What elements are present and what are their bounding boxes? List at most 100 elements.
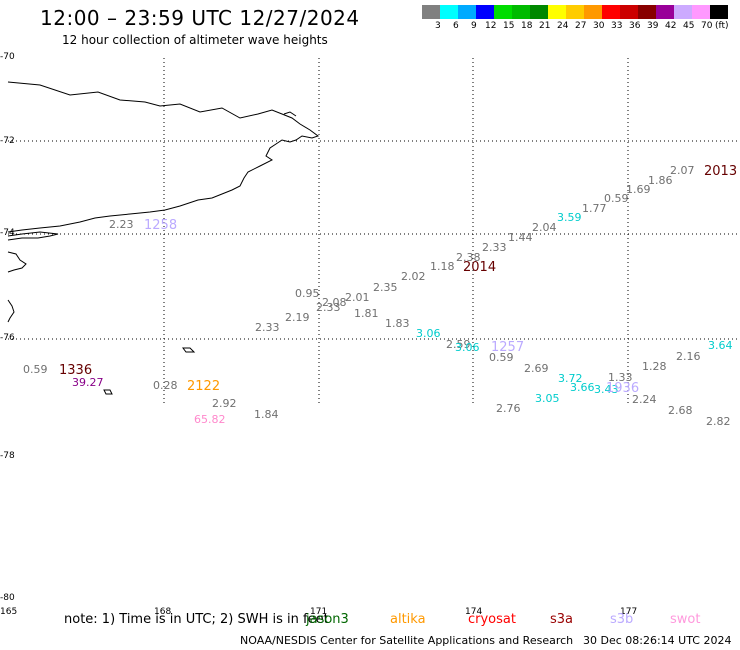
- lon-label: 177: [620, 607, 638, 617]
- lon-label: 165: [0, 607, 18, 617]
- data-label: 3.59: [557, 211, 582, 224]
- legend-swatch: [458, 5, 476, 19]
- coast-segment: [7, 231, 59, 241]
- legend-swatch: [692, 5, 710, 19]
- lat-label: -78: [0, 451, 15, 461]
- lat-label: -72: [0, 136, 15, 146]
- data-label: 1.84: [254, 408, 279, 421]
- data-label: 3.43: [594, 383, 619, 396]
- data-label: 1.44: [508, 231, 533, 244]
- data-label: 2.33: [316, 301, 341, 314]
- data-label: 1336: [59, 363, 92, 378]
- color-legend: [422, 5, 728, 19]
- data-label: 65.82: [194, 413, 226, 426]
- legend-tick: 33: [611, 21, 623, 31]
- legend-tick: (ft): [715, 21, 729, 31]
- legend-swatch: [566, 5, 584, 19]
- data-label: 2.16: [676, 350, 701, 363]
- lat-label: -76: [0, 333, 15, 343]
- satellite-legend-s3a: s3a: [550, 612, 574, 627]
- lon-label: 168: [154, 607, 172, 617]
- legend-swatch: [494, 5, 512, 19]
- graticule: [8, 58, 740, 405]
- coast-segment: [283, 111, 297, 117]
- data-label: 2.69: [524, 362, 549, 375]
- data-label: 0.59: [23, 363, 48, 376]
- data-label: 2.23: [109, 218, 134, 231]
- data-label: 1258: [144, 218, 177, 233]
- data-label: 2.92: [212, 397, 237, 410]
- satellite-legend-s3b: s3b: [610, 612, 634, 627]
- data-label: 2.08: [322, 296, 347, 309]
- footer-note: note: 1) Time is in UTC; 2) SWH is in fe…: [64, 612, 329, 627]
- data-label: 3.06: [455, 341, 480, 354]
- data-label: 2.04: [532, 221, 557, 234]
- satellite-legend-jason3: jason3: [306, 612, 349, 627]
- legend-tick: 39: [647, 21, 659, 31]
- lat-label: -70: [0, 52, 15, 62]
- data-label: 2013: [704, 164, 737, 179]
- legend-swatch: [710, 5, 728, 19]
- data-label: 1936: [606, 381, 639, 396]
- legend-swatch: [656, 5, 674, 19]
- legend-tick: 42: [665, 21, 677, 31]
- data-label: 2.38: [456, 251, 481, 264]
- data-label: 3.06: [416, 327, 441, 340]
- data-label: 1.18: [430, 260, 455, 273]
- data-label: 0.95: [295, 287, 320, 300]
- lat-label: -80: [0, 593, 15, 603]
- data-label: 2.76: [496, 402, 521, 415]
- satellite-legend-swot: swot: [670, 612, 701, 627]
- satellite-legend-altika: altika: [390, 612, 426, 627]
- legend-swatch: [548, 5, 566, 19]
- data-label: 2.33: [255, 321, 280, 334]
- data-label: 2.68: [668, 404, 693, 417]
- data-label: 0.59: [489, 351, 514, 364]
- data-label: 2.02: [401, 270, 426, 283]
- data-label: 2.35: [373, 281, 398, 294]
- map-subtitle: 12 hour collection of altimeter wave hei…: [62, 33, 328, 47]
- data-label: 1.83: [385, 317, 410, 330]
- legend-tick: 18: [521, 21, 533, 31]
- data-label: 2.82: [706, 415, 731, 428]
- data-label: 3.66: [570, 381, 595, 394]
- legend-tick: 45: [683, 21, 695, 31]
- data-label: 1.28: [642, 360, 667, 373]
- coast-segment: [7, 299, 15, 323]
- legend-tick: 30: [593, 21, 605, 31]
- legend-swatch: [530, 5, 548, 19]
- legend-swatch: [512, 5, 530, 19]
- data-label: 1.33: [608, 371, 633, 384]
- legend-tick: 70: [701, 21, 713, 31]
- legend-swatch: [602, 5, 620, 19]
- data-label: 1.77: [582, 202, 607, 215]
- data-label: 1.69: [626, 183, 651, 196]
- data-label: 2122: [187, 379, 220, 394]
- data-labels: 2013 2.07 1.86 1.69 0.59 1.77 3.59 2.04 …: [23, 164, 737, 428]
- generated-timestamp: 30 Dec 08:26:14 UTC 2024: [583, 634, 732, 647]
- data-label: 3.64: [708, 339, 733, 352]
- data-label: 1257: [491, 340, 524, 355]
- legend-swatch: [638, 5, 656, 19]
- coast-segment: [7, 81, 320, 233]
- legend-tick: 12: [485, 21, 497, 31]
- data-label: 1.86: [648, 174, 673, 187]
- legend-tick: 3: [435, 21, 441, 31]
- legend-tick: 36: [629, 21, 641, 31]
- lon-label: 171: [310, 607, 328, 617]
- legend-swatch: [422, 5, 440, 19]
- data-label: 39.27: [72, 376, 104, 389]
- legend-tick: 6: [453, 21, 459, 31]
- data-label: 1.81: [354, 307, 379, 320]
- data-label: 2.24: [632, 393, 657, 406]
- legend-tick: 15: [503, 21, 515, 31]
- legend-swatch: [674, 5, 692, 19]
- legend-ticks: 3 6 9 12 15 18 21 24 27 30 33 36 39 42 4…: [422, 21, 740, 35]
- data-label: 2.19: [285, 311, 310, 324]
- data-label: 0.28: [153, 379, 178, 392]
- data-label: 2.59: [446, 338, 471, 351]
- credit-line: NOAA/NESDIS Center for Satellite Applica…: [240, 634, 574, 647]
- legend-tick: 27: [575, 21, 587, 31]
- legend-swatch: [476, 5, 494, 19]
